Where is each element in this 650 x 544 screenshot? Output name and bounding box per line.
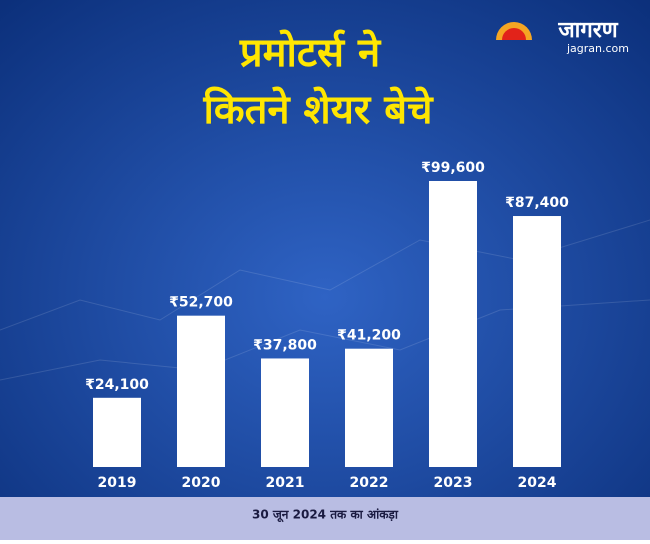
title-line: प्रमोटर्स ने (239, 29, 382, 76)
x-tick-label: 2021 (266, 475, 305, 491)
bar (513, 216, 561, 467)
logo-site: jagran.com (566, 42, 629, 55)
bar (345, 348, 393, 467)
logo-name: जागरण (557, 18, 618, 43)
value-label: ₹99,600 (421, 160, 485, 176)
footer-band (0, 497, 650, 540)
footnote: 30 जून 2024 तक का आंकड़ा (252, 508, 399, 523)
bar (93, 397, 141, 467)
x-tick-label: 2020 (182, 475, 221, 491)
value-label: ₹41,200 (337, 328, 401, 344)
x-tick-label: 2019 (98, 475, 137, 491)
value-label: ₹87,400 (505, 195, 569, 211)
decor (0, 219, 650, 381)
bar (429, 181, 477, 467)
x-tick-label: 2024 (518, 475, 557, 491)
value-label: ₹24,100 (85, 377, 149, 393)
bar (177, 315, 225, 467)
bar (261, 358, 309, 467)
x-tick-label: 2023 (434, 475, 473, 491)
value-label: ₹37,800 (253, 337, 317, 353)
logo-icon (502, 28, 526, 40)
value-label: ₹52,700 (169, 295, 233, 311)
title-line: कितने शेयर बेचे (203, 86, 435, 133)
x-tick-label: 2022 (350, 475, 389, 491)
